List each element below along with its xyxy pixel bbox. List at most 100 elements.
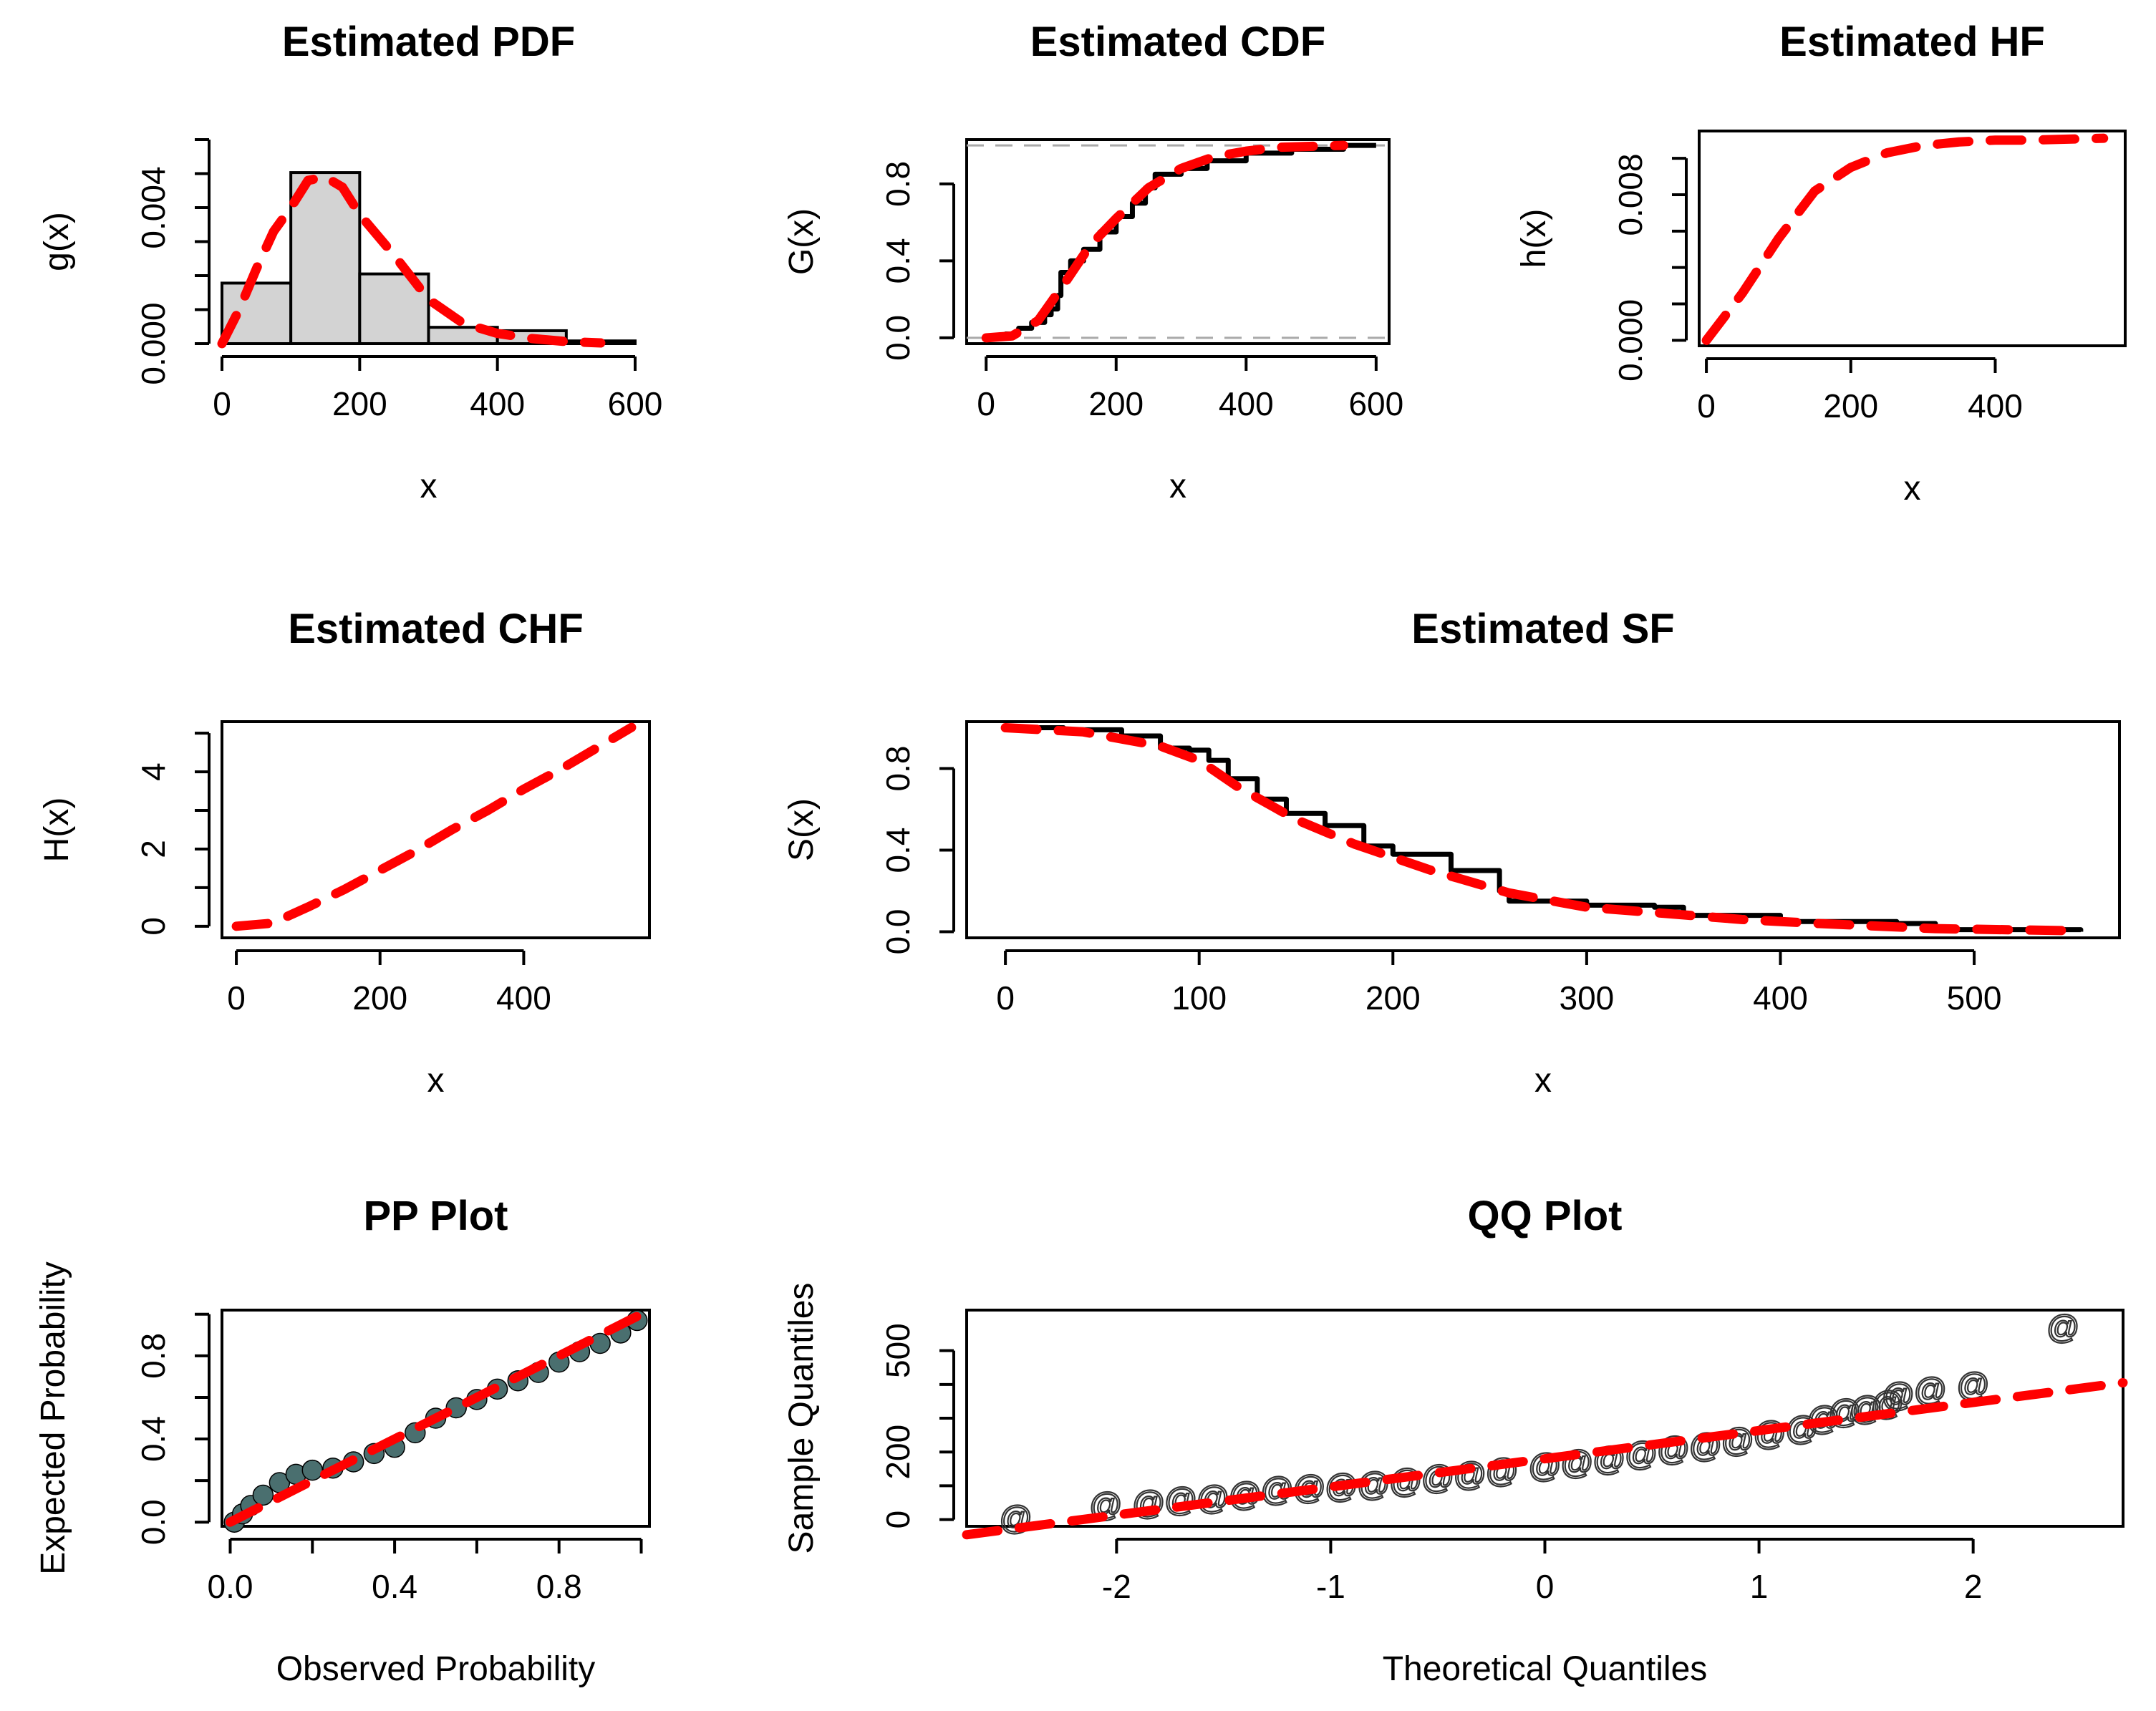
sf-y-tick-label: 0.8 xyxy=(879,746,917,792)
cdf-title: Estimated CDF xyxy=(1030,19,1326,65)
sf-plot-frame xyxy=(965,720,2121,939)
pp-x-axis-label: Observed Probability xyxy=(276,1650,596,1688)
cdf-x-tick-label: 0 xyxy=(977,385,995,422)
chf-plot-frame xyxy=(221,720,651,939)
chf-y-tick-label: 0 xyxy=(135,917,172,936)
pdf-x-axis-label: x xyxy=(420,467,438,505)
qq-x-axis-label: Theoretical Quantiles xyxy=(1383,1650,1708,1688)
sf-x-tick-label: 0 xyxy=(996,979,1015,1017)
chf-panel: Estimated CHF x H(x) 0 200 400 0 2 4 xyxy=(38,606,651,1100)
qq-point: @ xyxy=(1485,1452,1519,1489)
pdf-y-tick-label: 0.004 xyxy=(135,166,172,248)
qq-point: @ xyxy=(1528,1447,1562,1484)
cdf-panel: Estimated CDF x G(x) 0 200 400 600 0.0 0.4 0.8 xyxy=(783,19,1403,505)
pdf-y-tick-label: 0.000 xyxy=(135,302,172,384)
pdf-fitted-curve xyxy=(217,172,606,349)
qq-x-tick-label: -1 xyxy=(1316,1568,1345,1605)
pp-plot-frame xyxy=(221,1309,651,1528)
qq-x-tick-label: -2 xyxy=(1102,1568,1131,1605)
pp-y-tick-label: 0.0 xyxy=(135,1499,172,1545)
hf-panel: Estimated HF x h(x) 0 200 400 0.000 0.008 xyxy=(1515,19,2127,508)
cdf-y-tick-label: 0.8 xyxy=(879,161,917,207)
chf-x-axis-label: x xyxy=(427,1062,445,1100)
pp-x-tick-label: 0.8 xyxy=(536,1568,582,1605)
hf-y-tick-label: 0.008 xyxy=(1612,153,1649,236)
pp-y-axis-label: Expected Probability xyxy=(34,1261,72,1575)
qq-x-tick-label: 0 xyxy=(1536,1568,1555,1605)
sf-y-tick-label: 0.0 xyxy=(879,908,917,954)
chf-title: Estimated CHF xyxy=(288,606,584,652)
chf-x-tick-label: 400 xyxy=(496,979,551,1017)
cdf-y-tick-label: 0.4 xyxy=(879,238,917,283)
hf-x-axis-label: x xyxy=(1904,470,1921,508)
cdf-plot-frame xyxy=(965,138,1391,345)
pp-point xyxy=(252,1484,274,1506)
qq-point: @ xyxy=(1657,1430,1691,1467)
chf-x-tick-label: 0 xyxy=(227,979,246,1017)
qq-panel: QQ Plot Theoretical Quantiles Sample Quant… xyxy=(783,1193,2128,1688)
qq-y-tick-label: 0 xyxy=(879,1511,917,1529)
hf-plot-frame xyxy=(1698,130,2127,347)
sf-x-tick-label: 100 xyxy=(1171,979,1227,1017)
sf-x-tick-label: 400 xyxy=(1753,979,1808,1017)
qq-plot-frame xyxy=(965,1309,2124,1528)
cdf-fitted-curve xyxy=(981,140,1348,343)
qq-point: @ xyxy=(2046,1309,2080,1346)
cdf-x-tick-label: 600 xyxy=(1348,385,1403,422)
cdf-x-tick-label: 200 xyxy=(1088,385,1144,422)
sf-y-axis-label: S(x) xyxy=(783,798,821,861)
qq-y-axis-label: Sample Quantiles xyxy=(783,1283,821,1554)
cdf-y-tick-label: 0.0 xyxy=(879,315,917,361)
sf-x-tick-label: 200 xyxy=(1365,979,1421,1017)
hf-y-axis-label: h(x) xyxy=(1515,209,1553,268)
pdf-x-tick-label: 400 xyxy=(470,385,525,422)
hf-x-tick-label: 400 xyxy=(1968,387,2023,425)
hf-fitted-curve xyxy=(1701,133,2109,345)
chf-x-tick-label: 200 xyxy=(352,979,407,1017)
sf-fitted-curve xyxy=(1000,723,2076,936)
sf-y-tick-label: 0.4 xyxy=(879,828,917,873)
sf-panel: Estimated SF x S(x) 0 100 200 300 400 500 0.0 0.4 0… xyxy=(783,606,2121,1100)
qq-point: @ xyxy=(1721,1422,1754,1459)
pdf-x-tick-label: 200 xyxy=(332,385,387,422)
cdf-y-axis-label: G(x) xyxy=(783,208,821,275)
sf-x-tick-label: 500 xyxy=(1947,979,2002,1017)
pp-title: PP Plot xyxy=(364,1193,508,1239)
sf-x-axis-label: x xyxy=(1534,1062,1552,1100)
pp-point xyxy=(589,1332,611,1354)
qq-reference-line xyxy=(962,1377,2128,1540)
pdf-panel: Estimated PDF x g(x) 0 200 400 600 0.000 0.004 xyxy=(38,19,662,505)
pdf-x-tick-label: 600 xyxy=(608,385,663,422)
pp-panel: PP Plot Observed Probability Expected Prob… xyxy=(34,1193,651,1688)
pp-y-tick-label: 0.4 xyxy=(135,1416,172,1462)
hf-y-tick-label: 0.000 xyxy=(1612,299,1649,382)
pdf-x-tick-label: 0 xyxy=(213,385,231,422)
qq-title: QQ Plot xyxy=(1468,1193,1623,1239)
qq-x-tick-label: 1 xyxy=(1750,1568,1769,1605)
chf-y-axis-label: H(x) xyxy=(38,798,76,863)
chf-fitted-curve xyxy=(231,722,637,931)
hf-x-tick-label: 200 xyxy=(1823,387,1878,425)
hf-title: Estimated HF xyxy=(1779,19,2045,65)
qq-x-tick-label: 2 xyxy=(1964,1568,1983,1605)
pp-reference-line xyxy=(225,1309,647,1527)
qq-point: @ xyxy=(1421,1459,1455,1496)
hf-x-tick-label: 0 xyxy=(1697,387,1716,425)
qq-y-tick-label: 200 xyxy=(879,1425,917,1480)
pdf-y-axis-label: g(x) xyxy=(38,212,76,271)
pp-point xyxy=(301,1459,324,1481)
pp-x-tick-label: 0.0 xyxy=(208,1568,253,1605)
chf-y-tick-label: 4 xyxy=(135,762,172,781)
sf-empirical-curve xyxy=(1005,725,2084,933)
sf-x-tick-label: 300 xyxy=(1560,979,1615,1017)
chf-y-tick-label: 2 xyxy=(135,840,172,858)
qq-point: @ xyxy=(1197,1479,1230,1516)
qq-y-tick-label: 500 xyxy=(879,1323,917,1378)
pdf-title: Estimated PDF xyxy=(282,19,575,65)
cdf-x-tick-label: 400 xyxy=(1219,385,1274,422)
cdf-x-axis-label: x xyxy=(1169,467,1186,505)
qq-point: @ xyxy=(1164,1480,1198,1518)
pp-y-tick-label: 0.8 xyxy=(135,1333,172,1379)
